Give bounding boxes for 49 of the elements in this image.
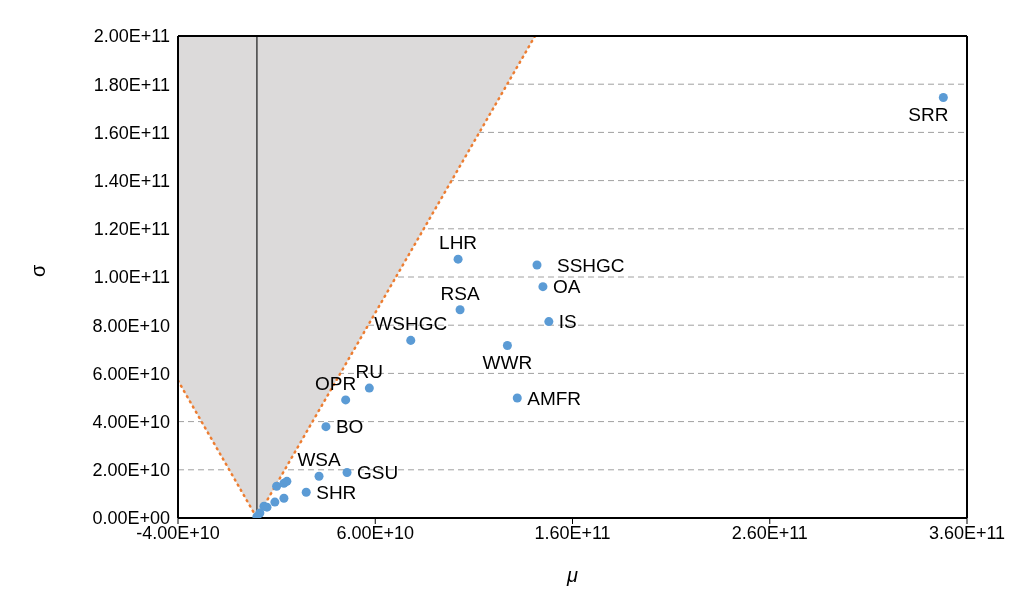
y-tick-label: 4.00E+10 (92, 411, 170, 432)
annotation: IS (558, 311, 577, 333)
point (938, 92, 948, 102)
point (544, 317, 554, 327)
y-tick-label: 8.00E+10 (92, 315, 170, 336)
annotation: LHR (439, 232, 478, 254)
y-tick-label: 1.80E+11 (93, 74, 170, 95)
x-axis-title: μ (566, 564, 579, 586)
annotation: WWR (482, 351, 533, 373)
annotation: RU (355, 361, 384, 383)
annotation: GSU (357, 462, 399, 484)
x-tick-label: 6.00E+10 (336, 522, 415, 543)
point (272, 481, 282, 491)
x-tick-label: 2.60E+11 (731, 522, 808, 543)
y-tick-label: 6.00E+10 (92, 363, 170, 384)
annotation: OPR (315, 372, 357, 394)
point (314, 471, 324, 481)
point (453, 254, 463, 264)
point (321, 422, 331, 432)
point (364, 383, 374, 393)
y-tick-label: 2.00E+11 (93, 26, 170, 47)
point (512, 393, 522, 403)
point (342, 467, 352, 477)
annotation: WSHGC (374, 313, 448, 335)
y-tick-label: 2.00E+10 (92, 460, 170, 481)
y-tick-label: 1.40E+11 (93, 170, 170, 191)
point (502, 340, 512, 350)
annotation: SSHGC (556, 254, 625, 276)
annotation: RSA (440, 282, 480, 304)
point (406, 335, 416, 345)
annotation: BO (335, 416, 364, 438)
y-tick-label: 1.00E+11 (93, 267, 170, 288)
x-tick-label: 3.60E+11 (928, 522, 1006, 543)
annotation: WSA (297, 449, 341, 471)
y-tick-label: 1.60E+11 (93, 122, 170, 143)
annotation: SRR (908, 103, 949, 125)
point (270, 497, 280, 507)
annotation: OA (552, 276, 581, 298)
point (455, 305, 465, 315)
point (532, 260, 542, 270)
point (279, 493, 289, 503)
annotation: AMFR (527, 387, 582, 409)
y-tick-label: 1.20E+11 (93, 219, 170, 240)
point (538, 282, 548, 292)
y-axis-title: σ (27, 264, 50, 277)
x-tick-label: 1.60E+11 (534, 522, 611, 543)
point (301, 487, 311, 497)
point (341, 395, 351, 405)
annotation: SHR (316, 481, 357, 503)
